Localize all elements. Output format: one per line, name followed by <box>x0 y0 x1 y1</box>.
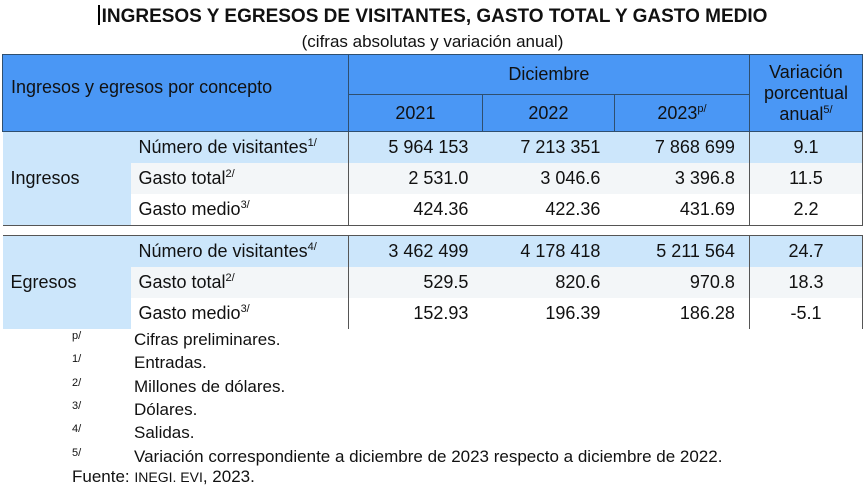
value-2023: 431.69 <box>614 194 750 226</box>
variation-value: 18.3 <box>748 267 864 298</box>
value-2023: 7 868 699 <box>614 131 750 163</box>
variation-value: 9.1 <box>748 131 864 163</box>
header-variation: Variación porcentual anual5/ <box>748 54 864 132</box>
value-2021: 2 531.0 <box>347 163 483 194</box>
value-2023: 3 396.8 <box>614 163 750 194</box>
value-2021: 424.36 <box>347 194 483 226</box>
concept-cell: Gasto medio3/ <box>130 298 349 329</box>
table-row: Gasto medio3/152.93 196.39 186.28 -5.1 <box>3 298 864 329</box>
concept-cell: Gasto medio3/ <box>130 194 349 226</box>
variation-value: 11.5 <box>748 163 864 194</box>
header-period: Diciembre <box>347 54 750 95</box>
concept-cell: Gasto total2/ <box>130 163 349 194</box>
table-row: Gasto total2/529.5 820.6 970.8 18.3 <box>3 267 864 298</box>
variation-value: -5.1 <box>748 298 864 329</box>
table-row: Gasto total2/2 531.0 3 046.6 3 396.8 11.5 <box>3 163 864 194</box>
value-2021: 5 964 153 <box>347 131 483 163</box>
value-2022: 422.36 <box>482 194 615 226</box>
header-year-2023: 2023p/ <box>613 94 750 132</box>
value-2022: 196.39 <box>482 298 615 329</box>
concept-cell: Número de visitantes1/ <box>130 131 349 163</box>
value-2023: 5 211 564 <box>614 235 750 267</box>
concept-cell: Gasto total2/ <box>130 267 349 298</box>
header-concept: Ingresos y egresos por concepto <box>2 54 349 132</box>
value-2021: 3 462 499 <box>347 235 483 267</box>
value-2023: 970.8 <box>614 267 750 298</box>
table-title: INGRESOS Y EGRESOS DE VISITANTES, GASTO … <box>0 5 865 28</box>
table-subtitle: (cifras absolutas y variación anual) <box>301 32 564 51</box>
title-marker <box>97 5 100 25</box>
group-label: Egresos <box>2 235 131 329</box>
variation-value: 2.2 <box>748 194 864 226</box>
header-year-2021: 2021 <box>347 94 483 132</box>
visitors-table: Ingresos y egresos por concepto Diciembr… <box>2 54 864 329</box>
group-label: Ingresos <box>2 131 131 226</box>
source: Fuente: INEGI. EVI, 2023. <box>72 467 255 486</box>
variation-value: 24.7 <box>748 235 864 267</box>
value-2021: 529.5 <box>347 267 483 298</box>
value-2022: 7 213 351 <box>482 131 615 163</box>
value-2022: 820.6 <box>482 267 615 298</box>
table-row: Egresos Número de visitantes4/3 462 499 4 … <box>2 235 864 329</box>
value-2022: 4 178 418 <box>482 235 615 267</box>
value-2022: 3 046.6 <box>482 163 615 194</box>
value-2023: 186.28 <box>614 298 750 329</box>
table-row: Ingresos Número de visitantes1/5 964 153 7… <box>2 131 864 226</box>
concept-cell: Número de visitantes4/ <box>130 235 349 267</box>
group-separator <box>2 225 863 236</box>
header-year-2022: 2022 <box>481 94 615 132</box>
title-text: INGRESOS Y EGRESOS DE VISITANTES, GASTO … <box>101 6 768 27</box>
value-2021: 152.93 <box>347 298 483 329</box>
table-row: Gasto medio3/424.36 422.36 431.69 2.2 <box>3 194 864 226</box>
